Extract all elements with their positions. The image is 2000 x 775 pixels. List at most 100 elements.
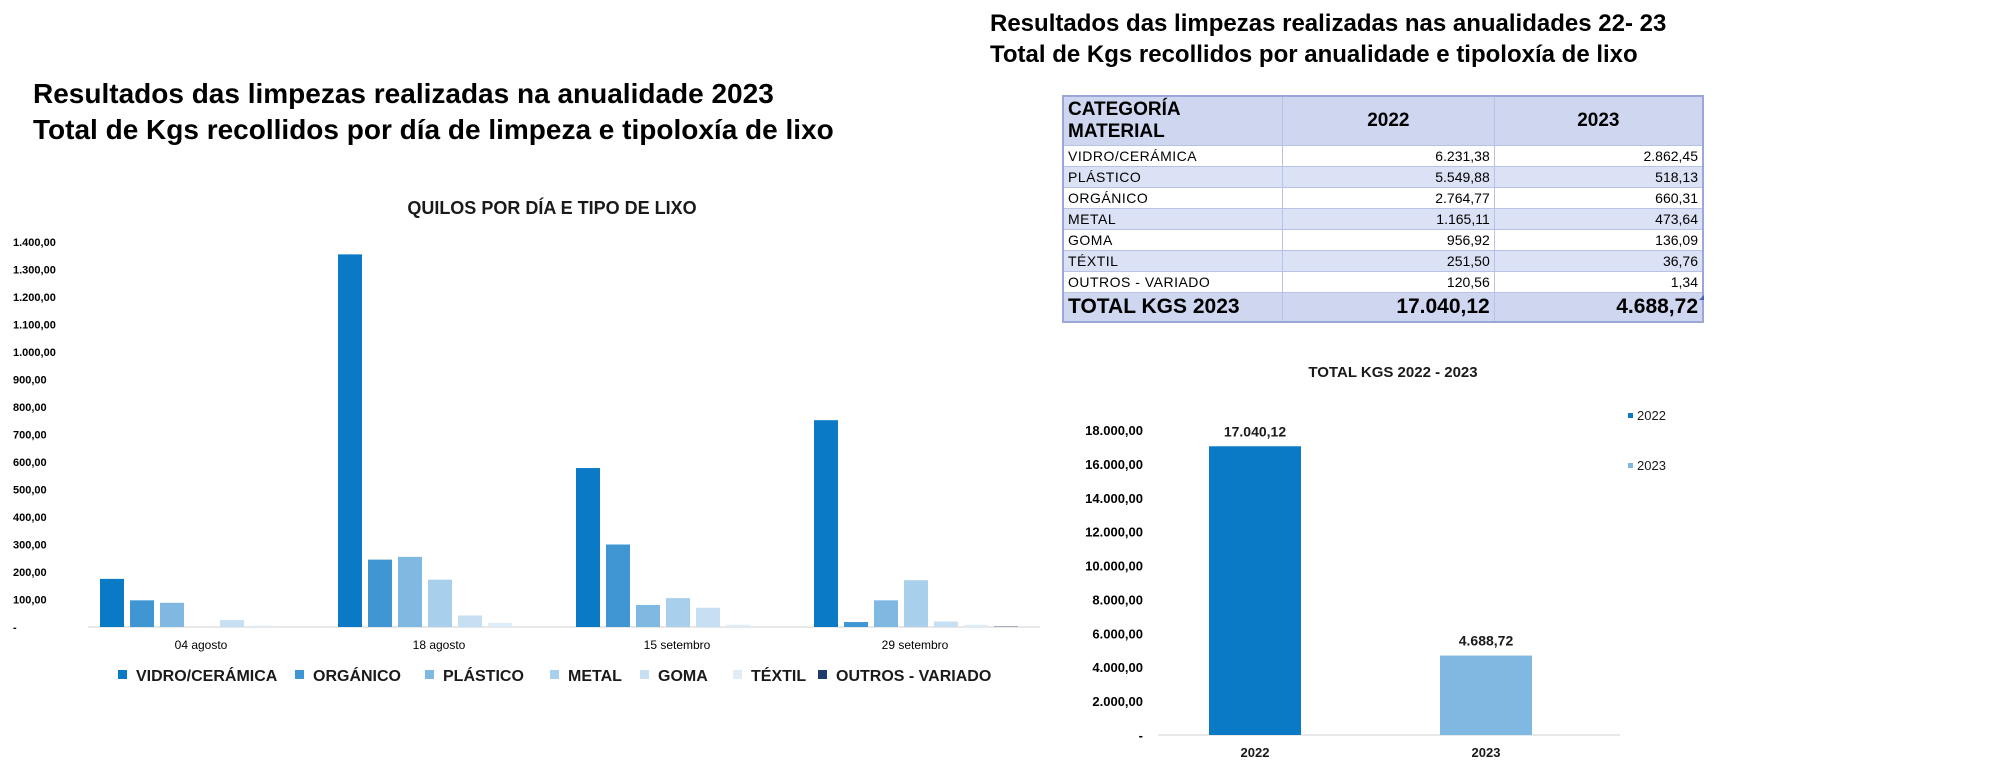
- bar: [160, 603, 184, 627]
- table-cell-2023: 36,76: [1494, 251, 1703, 272]
- y-tick-label: 500,00: [13, 485, 47, 497]
- y-tick-label: 16.000,00: [1085, 457, 1143, 472]
- total-bar-chart: TOTAL KGS 2022 - 2023-2.000,004.000,006.…: [1040, 355, 1700, 775]
- legend-label: GOMA: [658, 668, 708, 685]
- legend-swatch: [1628, 413, 1633, 418]
- y-tick-label: 12.000,00: [1085, 525, 1143, 540]
- y-tick-label: 100,00: [13, 595, 47, 607]
- y-tick-label: 1.300,00: [13, 265, 56, 277]
- header-2022: 2022: [1283, 96, 1495, 146]
- table-cell-2022: 120,56: [1283, 272, 1495, 293]
- bar: [576, 468, 600, 627]
- total-2023: 4.688,72: [1494, 293, 1703, 323]
- bar: [488, 623, 512, 627]
- table-cell-2022: 5.549,88: [1283, 167, 1495, 188]
- legend-swatch: [640, 670, 649, 679]
- table-cell-2023: 660,31: [1494, 188, 1703, 209]
- bar: [130, 600, 154, 627]
- y-tick-label: 2.000,00: [1092, 694, 1143, 709]
- y-tick-label: 300,00: [13, 540, 47, 552]
- y-tick-label: 900,00: [13, 375, 47, 387]
- legend-swatch: [1628, 463, 1633, 468]
- bar: [220, 620, 244, 627]
- x-category-label: 2023: [1472, 745, 1501, 760]
- total-label: TOTAL KGS 2023: [1063, 293, 1283, 323]
- table-cell-material: PLÁSTICO: [1063, 167, 1283, 188]
- y-tick-label: 600,00: [13, 457, 47, 469]
- left-heading-line1: Resultados das limpezas realizadas na an…: [33, 76, 834, 112]
- table-cell-2022: 2.764,77: [1283, 188, 1495, 209]
- y-tick-label: 6.000,00: [1092, 626, 1143, 641]
- legend-label: VIDRO/CERÁMICA: [136, 666, 278, 685]
- chart-title: TOTAL KGS 2022 - 2023: [1308, 364, 1477, 381]
- table-cell-2022: 956,92: [1283, 230, 1495, 251]
- bar: [458, 615, 482, 627]
- legend-label: PLÁSTICO: [443, 666, 524, 685]
- table-resize-handle: [1699, 295, 1704, 300]
- bar: [964, 625, 988, 627]
- left-heading: Resultados das limpezas realizadas na an…: [33, 76, 834, 149]
- y-tick-label: 14.000,00: [1085, 491, 1143, 506]
- legend-label: METAL: [568, 668, 622, 685]
- bar: [874, 600, 898, 627]
- bar: [904, 580, 928, 627]
- chart-title: QUILOS POR DÍA E TIPO DE LIXO: [407, 197, 696, 218]
- bar: [814, 420, 838, 627]
- table-cell-material: VIDRO/CERÁMICA: [1063, 146, 1283, 167]
- table-cell-material: GOMA: [1063, 230, 1283, 251]
- bar: [398, 557, 422, 627]
- summary-table: CATEGORÍA MATERIAL 2022 2023 VIDRO/CERÁM…: [1062, 95, 1704, 323]
- legend-label: OUTROS - VARIADO: [836, 668, 991, 685]
- y-tick-label: 700,00: [13, 430, 47, 442]
- y-tick-label: -: [1139, 728, 1143, 743]
- bar: [844, 622, 868, 627]
- y-tick-label: 200,00: [13, 567, 47, 579]
- legend-label: ORGÁNICO: [313, 666, 401, 685]
- table-cell-material: ORGÁNICO: [1063, 188, 1283, 209]
- legend-swatch: [425, 670, 434, 679]
- header-2023: 2023: [1494, 96, 1703, 146]
- bar: [100, 579, 124, 627]
- table-cell-2022: 1.165,11: [1283, 209, 1495, 230]
- x-category-label: 29 setembro: [882, 638, 949, 652]
- y-tick-label: 1.200,00: [13, 292, 56, 304]
- data-label: 4.688,72: [1459, 633, 1514, 649]
- y-tick-label: 1.000,00: [13, 347, 56, 359]
- y-tick-label: 400,00: [13, 512, 47, 524]
- table-cell-2023: 2.862,45: [1494, 146, 1703, 167]
- bar: [428, 580, 452, 627]
- x-category-label: 2022: [1241, 745, 1270, 760]
- x-category-label: 15 setembro: [644, 638, 711, 652]
- bar: [1440, 656, 1532, 735]
- legend-label: 2023: [1637, 458, 1666, 473]
- table-cell-2022: 251,50: [1283, 251, 1495, 272]
- legend-label: TÉXTIL: [751, 666, 806, 685]
- right-heading: Resultados das limpezas realizadas nas a…: [990, 8, 1666, 70]
- bar: [726, 625, 750, 627]
- table-total-row: TOTAL KGS 2023 17.040,12 4.688,72: [1063, 293, 1703, 323]
- bar: [666, 598, 690, 627]
- right-heading-line1: Resultados das limpezas realizadas nas a…: [990, 8, 1666, 39]
- table-cell-2023: 136,09: [1494, 230, 1703, 251]
- total-2022: 17.040,12: [1283, 293, 1495, 323]
- bar: [696, 608, 720, 627]
- y-tick-label: -: [13, 622, 17, 634]
- table-cell-2023: 473,64: [1494, 209, 1703, 230]
- legend-swatch: [733, 670, 742, 679]
- data-label: 17.040,12: [1224, 423, 1286, 439]
- legend-swatch: [550, 670, 559, 679]
- y-tick-label: 8.000,00: [1092, 592, 1143, 607]
- y-tick-label: 18.000,00: [1085, 423, 1143, 438]
- right-heading-line2: Total de Kgs recollidos por anualidade e…: [990, 39, 1666, 70]
- x-category-label: 04 agosto: [175, 638, 228, 652]
- y-tick-label: 800,00: [13, 402, 47, 414]
- table-cell-material: TÉXTIL: [1063, 251, 1283, 272]
- bar: [1209, 446, 1301, 735]
- table-cell-2023: 1,34: [1494, 272, 1703, 293]
- bar: [338, 254, 362, 627]
